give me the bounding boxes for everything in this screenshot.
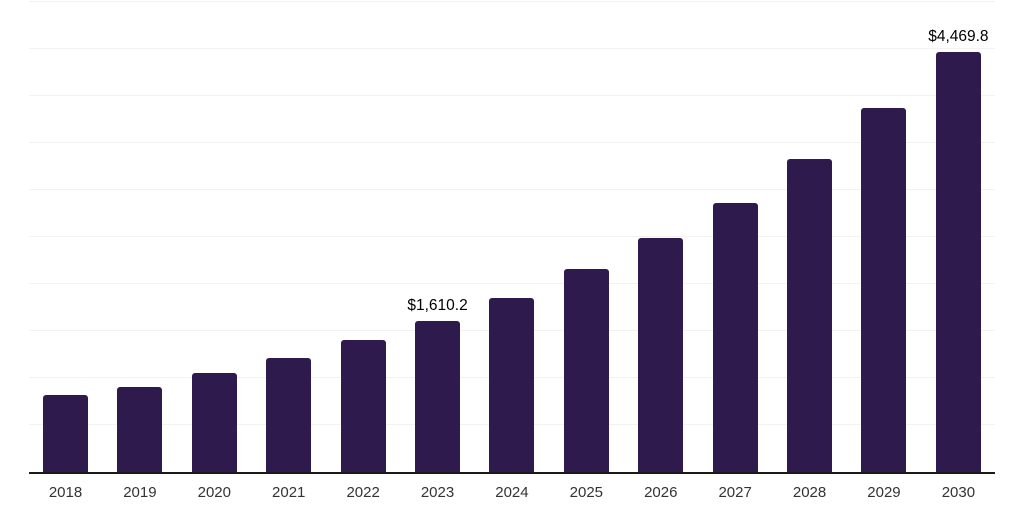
bar-2020 [191, 372, 237, 472]
bar-2028 [787, 158, 833, 472]
x-tick-label-2029: 2029 [867, 484, 901, 501]
plot-area: $1,610.2 $4,469.8 [29, 1, 995, 474]
x-tick-label-2028: 2028 [792, 484, 827, 501]
bar-2018 [43, 394, 88, 472]
bar-2027 [712, 202, 758, 472]
bar-cell-2019 [117, 2, 163, 472]
x-axis-line [29, 472, 995, 474]
value-label-2023: $1,610.2 [407, 297, 468, 315]
bar-2023 [415, 320, 461, 472]
x-tick-label-2018: 2018 [48, 484, 83, 501]
bar-cell-2024 [489, 2, 535, 472]
bar-cell-2030: $4,469.8 [928, 2, 989, 472]
bar-2022 [340, 340, 386, 472]
bar-2029 [861, 108, 907, 472]
x-tick-label-2027: 2027 [718, 484, 752, 501]
bar-cell-2022 [340, 2, 386, 472]
gridline [29, 283, 995, 284]
gridline [29, 142, 995, 143]
x-tick-label-2019: 2019 [123, 484, 157, 501]
bar-cell-2018 [43, 2, 88, 472]
x-tick-label-2024: 2024 [495, 484, 529, 501]
bar-cell-2026 [638, 2, 684, 472]
bar-cell-2020 [191, 2, 237, 472]
x-tick-label-2023: 2023 [420, 484, 455, 501]
bar-2019 [117, 386, 163, 472]
gridline [29, 236, 995, 237]
x-tick-label-2030: 2030 [941, 484, 976, 501]
gridline [29, 189, 995, 190]
bar-cell-2029 [861, 2, 907, 472]
bar-cell-2027 [712, 2, 758, 472]
x-tick-label-2025: 2025 [569, 484, 604, 501]
bar-2021 [266, 357, 312, 472]
bar-cell-2021 [266, 2, 312, 472]
bar-2025 [563, 269, 609, 472]
bars-row: $1,610.2 $4,469.8 [29, 2, 995, 472]
bar-2026 [638, 237, 684, 472]
bar-cell-2023: $1,610.2 [407, 2, 468, 472]
bar-cell-2025 [563, 2, 609, 472]
x-tick-label-2026: 2026 [644, 484, 678, 501]
x-axis-labels: 2018 2019 2020 2021 2022 2023 2024 2025 2026 2027… [29, 484, 995, 502]
bar-2030 [935, 51, 981, 472]
x-tick-label-2021: 2021 [272, 484, 306, 501]
gridline [29, 1, 995, 2]
bar-2024 [489, 298, 535, 472]
gridline [29, 95, 995, 96]
gridline [29, 48, 995, 49]
bar-cell-2028 [787, 2, 833, 472]
x-tick-label-2022: 2022 [346, 484, 380, 501]
value-label-2030: $4,469.8 [928, 28, 989, 46]
x-tick-label-2020: 2020 [197, 484, 231, 501]
